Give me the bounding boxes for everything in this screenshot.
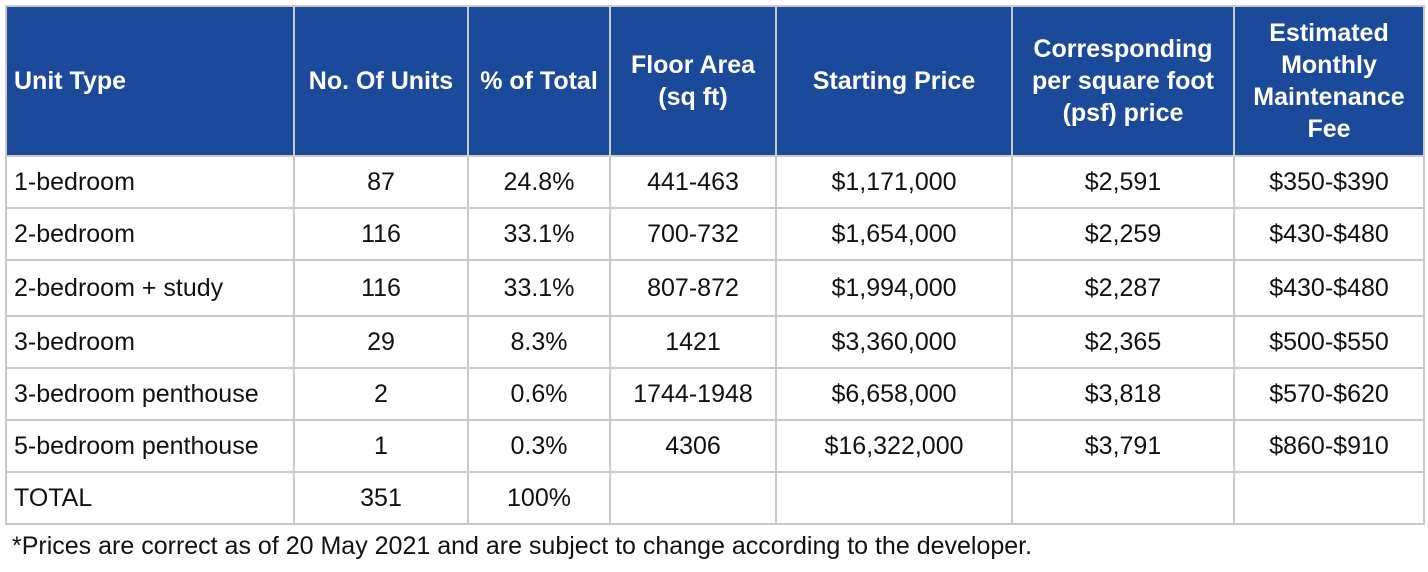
cell-maintenance-fee: $500-$550 xyxy=(1233,315,1425,369)
cell-floor-area: 1421 xyxy=(609,315,777,369)
cell-floor-area: 700-732 xyxy=(609,207,777,261)
cell-no-of-units: 1 xyxy=(293,419,469,473)
cell-no-of-units: 351 xyxy=(293,471,469,525)
cell-no-of-units: 116 xyxy=(293,207,469,261)
cell-percent-of-total: 8.3% xyxy=(467,315,611,369)
cell-starting-price: $6,658,000 xyxy=(775,367,1013,421)
cell-percent-of-total: 33.1% xyxy=(467,207,611,261)
table-row: 1-bedroom 87 24.8% 441-463 $1,171,000 $2… xyxy=(5,155,1425,209)
cell-floor-area: 1744-1948 xyxy=(609,367,777,421)
table-row: 2-bedroom + study 116 33.1% 807-872 $1,9… xyxy=(5,259,1425,317)
cell-percent-of-total: 0.3% xyxy=(467,419,611,473)
unit-pricing-table: Unit Type No. Of Units % of Total Floor … xyxy=(5,5,1425,525)
cell-psf-price: $3,818 xyxy=(1011,367,1235,421)
cell-psf-price: $2,287 xyxy=(1011,259,1235,317)
cell-floor-area: 4306 xyxy=(609,419,777,473)
table-row: 5-bedroom penthouse 1 0.3% 4306 $16,322,… xyxy=(5,419,1425,473)
cell-psf-price: $2,365 xyxy=(1011,315,1235,369)
cell-unit-type: TOTAL xyxy=(5,471,295,525)
cell-unit-type: 1-bedroom xyxy=(5,155,295,209)
cell-maintenance-fee: $860-$910 xyxy=(1233,419,1425,473)
header-unit-type: Unit Type xyxy=(5,5,295,157)
cell-no-of-units: 29 xyxy=(293,315,469,369)
header-psf-price: Corresponding per square foot (psf) pric… xyxy=(1011,5,1235,157)
cell-percent-of-total: 100% xyxy=(467,471,611,525)
header-maintenance-fee: Estimated Monthly Maintenance Fee xyxy=(1233,5,1425,157)
cell-starting-price xyxy=(775,471,1013,525)
header-floor-area: Floor Area (sq ft) xyxy=(609,5,777,157)
cell-starting-price: $16,322,000 xyxy=(775,419,1013,473)
table-row: 3-bedroom 29 8.3% 1421 $3,360,000 $2,365… xyxy=(5,315,1425,369)
cell-percent-of-total: 33.1% xyxy=(467,259,611,317)
cell-floor-area: 441-463 xyxy=(609,155,777,209)
price-footnote: *Prices are correct as of 20 May 2021 an… xyxy=(12,532,1033,560)
cell-no-of-units: 2 xyxy=(293,367,469,421)
cell-unit-type: 5-bedroom penthouse xyxy=(5,419,295,473)
header-row: Unit Type No. Of Units % of Total Floor … xyxy=(5,5,1425,157)
header-starting-price: Starting Price xyxy=(775,5,1013,157)
header-percent-of-total: % of Total xyxy=(467,5,611,157)
cell-maintenance-fee: $350-$390 xyxy=(1233,155,1425,209)
cell-maintenance-fee: $430-$480 xyxy=(1233,207,1425,261)
cell-percent-of-total: 0.6% xyxy=(467,367,611,421)
cell-psf-price: $3,791 xyxy=(1011,419,1235,473)
cell-starting-price: $1,994,000 xyxy=(775,259,1013,317)
cell-unit-type: 2-bedroom + study xyxy=(5,259,295,317)
cell-starting-price: $3,360,000 xyxy=(775,315,1013,369)
cell-unit-type: 2-bedroom xyxy=(5,207,295,261)
cell-maintenance-fee: $570-$620 xyxy=(1233,367,1425,421)
cell-no-of-units: 116 xyxy=(293,259,469,317)
table-row: 2-bedroom 116 33.1% 700-732 $1,654,000 $… xyxy=(5,207,1425,261)
cell-no-of-units: 87 xyxy=(293,155,469,209)
cell-percent-of-total: 24.8% xyxy=(467,155,611,209)
cell-maintenance-fee xyxy=(1233,471,1425,525)
cell-starting-price: $1,171,000 xyxy=(775,155,1013,209)
cell-floor-area xyxy=(609,471,777,525)
total-row: TOTAL 351 100% xyxy=(5,471,1425,525)
cell-psf-price: $2,591 xyxy=(1011,155,1235,209)
cell-floor-area: 807-872 xyxy=(609,259,777,317)
cell-maintenance-fee: $430-$480 xyxy=(1233,259,1425,317)
header-no-of-units: No. Of Units xyxy=(293,5,469,157)
cell-starting-price: $1,654,000 xyxy=(775,207,1013,261)
table-row: 3-bedroom penthouse 2 0.6% 1744-1948 $6,… xyxy=(5,367,1425,421)
cell-psf-price xyxy=(1011,471,1235,525)
cell-unit-type: 3-bedroom penthouse xyxy=(5,367,295,421)
cell-psf-price: $2,259 xyxy=(1011,207,1235,261)
cell-unit-type: 3-bedroom xyxy=(5,315,295,369)
